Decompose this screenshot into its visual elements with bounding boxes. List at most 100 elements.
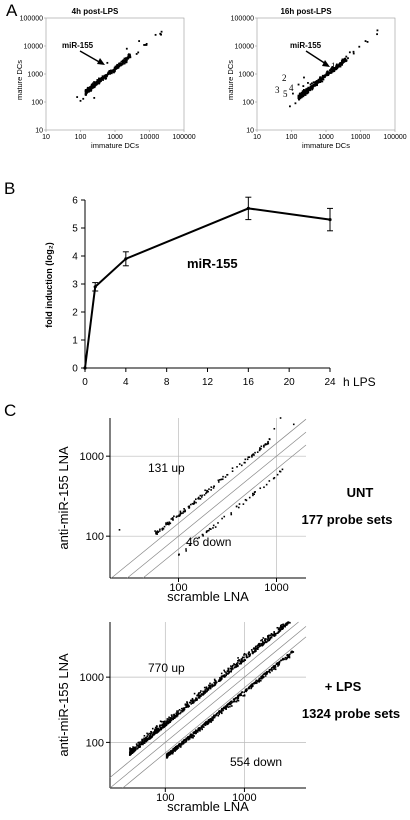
c2-point [258, 680, 261, 683]
a2-point [299, 93, 302, 96]
c2-point [185, 738, 187, 741]
c1-point [168, 523, 170, 526]
chart-b-point [246, 206, 250, 210]
c2-point [263, 641, 265, 644]
c1-point [206, 489, 208, 492]
c2-point [171, 752, 174, 755]
c2-point [194, 699, 197, 702]
c2-point [280, 659, 282, 662]
c2-xtick-label: 100 [156, 792, 174, 804]
c2-point [238, 659, 240, 661]
c1-point [185, 548, 187, 550]
c1-point [248, 456, 251, 458]
a1-point [128, 54, 131, 57]
chart-a2-points [289, 29, 379, 108]
chart-b-xtick-label: 8 [164, 377, 170, 388]
c1-point [179, 514, 181, 516]
c1-point [206, 530, 209, 532]
c2-point [210, 718, 213, 721]
c2-point [233, 700, 236, 702]
c2-point [197, 693, 200, 696]
c2-point [149, 734, 152, 737]
chart-a2-xlabel: immature DCs [302, 141, 350, 150]
a2-point [300, 93, 303, 96]
c2-point [139, 743, 142, 746]
a1-point [95, 83, 98, 86]
c2-point [224, 670, 226, 673]
a2-point [301, 92, 304, 95]
c2-point [240, 694, 243, 697]
c2-point [199, 691, 202, 694]
c2-point [200, 725, 203, 728]
c1-point [212, 487, 215, 489]
a1-point [145, 42, 148, 45]
chart-c2-xticks: 100 1000 [156, 788, 257, 804]
c1-point [265, 483, 268, 486]
c2-point [173, 713, 176, 716]
c2-point [198, 694, 200, 697]
c2-point [201, 724, 204, 726]
c2-point [146, 732, 148, 735]
c2-point [134, 747, 137, 750]
c2-point [212, 715, 215, 718]
c2-point [204, 689, 207, 691]
c1-point [263, 444, 265, 447]
a2-point [325, 72, 328, 75]
a1-point [98, 77, 100, 80]
c2-point [192, 736, 194, 739]
c2-point [270, 632, 273, 635]
a1-point [117, 66, 120, 69]
c2-point [227, 669, 230, 671]
c2-point [192, 735, 195, 737]
c2-point [282, 624, 285, 627]
c2-point [256, 645, 259, 647]
c2-point [170, 719, 173, 722]
c2-point [278, 630, 281, 632]
a2-point [338, 63, 341, 66]
c2-point [158, 730, 161, 732]
c1-point [205, 531, 208, 534]
c2-point [240, 660, 242, 662]
a2-point [337, 64, 339, 67]
chart-b-xlabel: h LPS [343, 375, 376, 389]
c2-point [254, 682, 257, 685]
c2-point [162, 726, 165, 728]
c2-point [247, 653, 250, 656]
c2-point [188, 701, 191, 704]
c2-point [187, 738, 190, 741]
c2-point [181, 710, 184, 713]
a2-point [312, 81, 315, 84]
c2-point [205, 691, 208, 693]
a1-point [84, 93, 87, 96]
a1-point [108, 70, 111, 73]
c2-diagonal-line [122, 636, 307, 789]
a1-point [87, 86, 90, 89]
c2-point [222, 674, 225, 677]
c2-point [179, 712, 181, 715]
c2-point [282, 657, 284, 660]
c2-point [202, 723, 205, 726]
c2-point [196, 698, 198, 700]
c2-point [151, 733, 154, 736]
c2-point [278, 661, 281, 664]
c2-point [242, 695, 244, 697]
c2-point [237, 697, 240, 700]
c2-point [172, 751, 174, 753]
c2-point [290, 651, 292, 654]
c2-point [175, 715, 178, 718]
c2-point [177, 712, 180, 715]
a2-point [358, 45, 361, 48]
a1-point [90, 89, 92, 92]
c2-point [142, 741, 145, 743]
c1-point [247, 456, 250, 459]
c2-point [133, 749, 136, 752]
c1-point [210, 528, 212, 530]
c2-point [171, 750, 174, 753]
c2-point [215, 714, 217, 716]
a2-point [328, 71, 331, 74]
a2-point [303, 90, 306, 93]
c2-point [145, 737, 147, 739]
a1-point [91, 83, 94, 86]
c2-point [236, 697, 239, 699]
a2-xtick-label: 10 [253, 134, 261, 141]
